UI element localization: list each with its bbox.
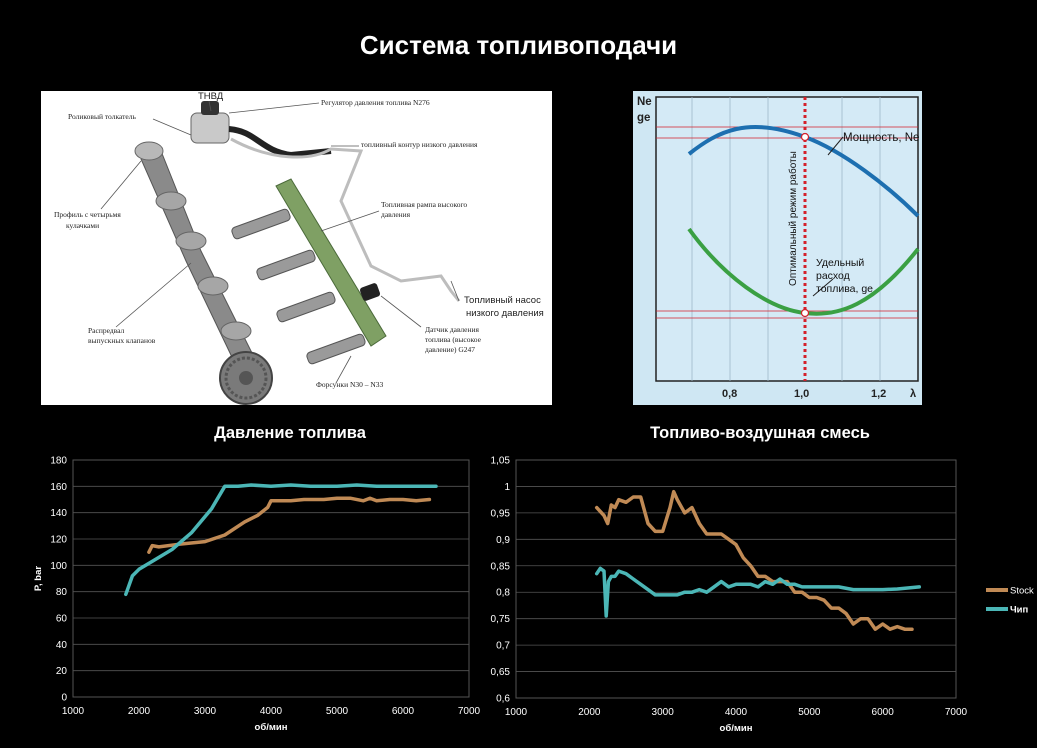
x-tick-label: 6000 — [392, 706, 415, 717]
series-line-1 — [124, 483, 438, 597]
x-tick-label: 5000 — [798, 707, 821, 718]
legend-label-1: Чип — [1010, 605, 1029, 616]
label-sensor-1: Датчик давления — [425, 325, 480, 334]
injectors-illustration — [231, 208, 366, 365]
x-tick-label: 1000 — [62, 706, 85, 717]
label-roller: Роликовый толкатель — [68, 112, 136, 121]
tick-12: 1,2 — [871, 388, 886, 400]
label-profile-1: Профиль с четырьмя — [54, 210, 121, 219]
tick-08: 0,8 — [722, 388, 737, 400]
label-ne: Ne — [637, 96, 652, 108]
label-pump-2: низкого давления — [466, 308, 544, 319]
low-pressure-line — [230, 137, 461, 302]
label-camshaft-2: выпускных клапанов — [88, 336, 156, 345]
y-tick-label: 0,8 — [496, 588, 510, 599]
y-tick-label: 20 — [56, 666, 68, 677]
x-axis-label: об/мин — [720, 723, 753, 734]
y-tick-label: 80 — [56, 587, 68, 598]
y-tick-label: 160 — [50, 482, 67, 493]
mixture-chart: 0,6 0,65 0,7 0,75 0,8 0,85 0,9 0,95 1 1,05 1000 200… — [491, 456, 968, 735]
label-sensor-3: давление) G247 — [425, 345, 475, 354]
y-tick-label: 60 — [56, 614, 68, 625]
plot-area — [515, 459, 957, 699]
x-tick-label: 7000 — [458, 706, 481, 717]
x-tick-label: 3000 — [652, 707, 675, 718]
y-tick-label: 1 — [504, 482, 510, 493]
y-tick-label: 0 — [61, 693, 67, 704]
y-tick-label: 40 — [56, 640, 68, 651]
x-tick-label: 2000 — [578, 707, 601, 718]
lambda-graph-svg: Ne ge Мощность, Ne Удельный расход топли… — [637, 96, 920, 400]
label-camshaft-1: Распредвал — [88, 326, 124, 335]
bottom-charts: 0 20 40 60 80 100 120 140 160 180 1000 2000 3000 4000… — [33, 456, 1034, 735]
label-rail-2: давления — [381, 210, 411, 219]
fuel-system-illustration: ТНВД Регулятор давления топлива N276 Рол… — [54, 91, 544, 405]
y-tick-label: 180 — [50, 456, 67, 467]
x-tick-label: 5000 — [326, 706, 349, 717]
label-consumption-2: расход — [816, 270, 850, 282]
y-tick-label: 0,65 — [491, 667, 511, 678]
page-title: Система топливоподачи — [359, 30, 678, 60]
fuel-system-diagram: ТНВД Регулятор давления топлива N276 Рол… — [41, 91, 552, 405]
pressure-chart-title: Давление топлива — [214, 424, 366, 442]
x-tick-label: 6000 — [872, 707, 895, 718]
label-tnvd: ТНВД — [198, 91, 224, 102]
fuel-rail-illustration — [275, 178, 387, 347]
y-tick-label: 0,85 — [491, 561, 511, 572]
x-tick-label: 4000 — [725, 707, 748, 718]
label-rail-1: Топливная рампа высокого — [381, 200, 467, 209]
label-injectors: Форсунки N30 – N33 — [316, 380, 384, 389]
label-sensor-2: топлива (высокое — [425, 335, 482, 344]
x-tick-label: 3000 — [194, 706, 217, 717]
x-tick-label: 7000 — [945, 707, 968, 718]
y-tick-label: 0,7 — [496, 641, 510, 652]
lambda-graph: Ne ge Мощность, Ne Удельный расход топли… — [633, 91, 922, 405]
pressure-chart: 0 20 40 60 80 100 120 140 160 180 1000 2000 3000 4000… — [33, 456, 481, 734]
high-pressure-pump-illustration — [190, 101, 332, 159]
y-tick-label: 1,05 — [491, 456, 511, 467]
x-tick-label: 1000 — [505, 707, 528, 718]
x-tick-label: 2000 — [128, 706, 151, 717]
label-consumption-1: Удельный — [816, 257, 864, 269]
label-lambda: λ — [910, 388, 916, 400]
x-axis-label: об/мин — [255, 722, 288, 733]
y-tick-label: 0,6 — [496, 694, 510, 705]
y-axis-label: P, bar — [33, 566, 44, 591]
series-line-0 — [594, 489, 914, 631]
y-tick-label: 0,75 — [491, 614, 511, 625]
y-tick-label: 120 — [50, 535, 67, 546]
series-line-1 — [594, 566, 922, 618]
y-tick-label: 0,9 — [496, 535, 510, 546]
label-ge: ge — [637, 112, 650, 124]
label-pump-1: Топливный насос — [464, 295, 541, 306]
label-regulator: Регулятор давления топлива N276 — [321, 98, 430, 107]
label-power: Мощность, Ne — [843, 132, 919, 144]
mixture-chart-title: Топливо-воздушная смесь — [650, 424, 870, 442]
x-tick-label: 4000 — [260, 706, 283, 717]
tick-10: 1,0 — [794, 388, 809, 400]
y-tick-label: 100 — [50, 561, 67, 572]
label-optimum: Оптимальный режим работы — [787, 151, 799, 286]
y-tick-label: 140 — [50, 508, 67, 519]
label-low-circuit: топливный контур низкого давления — [361, 140, 478, 149]
camshaft-illustration — [134, 141, 273, 405]
label-profile-2: кулачками — [66, 221, 99, 230]
legend-label-0: Stock — [1010, 586, 1034, 597]
label-consumption-3: топлива, ge — [816, 283, 873, 295]
series-line-0 — [147, 496, 432, 554]
y-tick-label: 0,95 — [491, 508, 511, 519]
chart-legend: Stock Чип — [986, 586, 1034, 616]
